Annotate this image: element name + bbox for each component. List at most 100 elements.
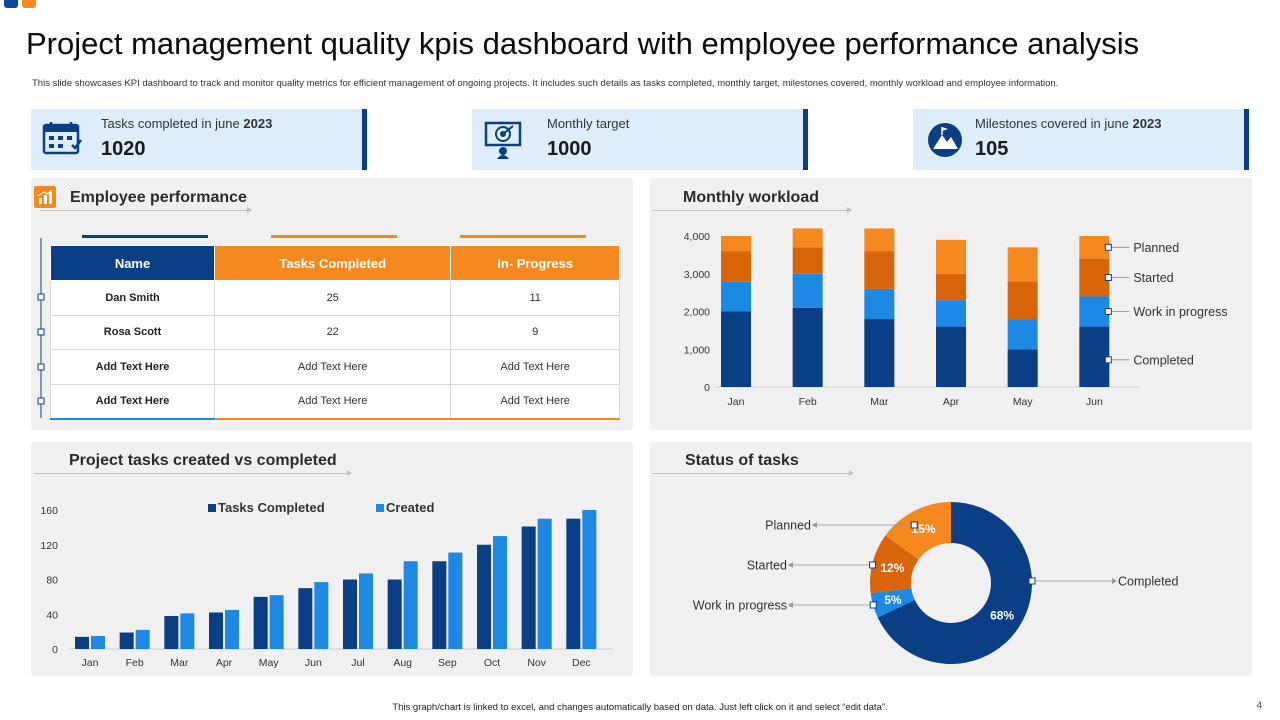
bar-completed-apr	[936, 326, 966, 387]
bar-tasks-completed-oct	[477, 544, 491, 649]
bar-work-in-progress-apr	[936, 300, 966, 327]
panel-title-underline	[652, 207, 852, 213]
x-tick-label: Jun	[305, 657, 322, 669]
table-row: Dan Smith 25 11	[49, 280, 620, 316]
callout-marker	[869, 601, 877, 609]
cell-in-progress: 9	[450, 314, 620, 351]
bar-tasks-completed-may	[253, 596, 268, 649]
bar-created-may	[269, 595, 284, 649]
y-tick-label: 0	[704, 382, 710, 394]
tasks-created-chart: 0 40 80 120 160 Jan Feb Mar Apr May Jun Jul Aug Sep Oc…	[40, 500, 613, 669]
bar-completed-feb	[792, 307, 823, 387]
calendar-tasks-icon	[42, 122, 82, 155]
bar-created-dec	[582, 510, 597, 649]
x-tick-label: Jun	[1086, 396, 1103, 408]
kpi-milestones-label: Milestones covered in june 2023	[975, 116, 1162, 131]
bar-tasks-completed-dec	[566, 518, 581, 649]
slice-planned	[885, 502, 951, 560]
y-tick-label: 2,000	[684, 307, 710, 319]
column-header-in-progress: In- Progress	[450, 245, 620, 281]
cell-tasks-completed: Add Text Here	[214, 349, 452, 385]
cell-name: Add Text Here	[49, 383, 216, 420]
monthly-workload-chart: 0 1,000 2,000 3,000 4,000 Jan Feb Mar Apr May Jun C…	[684, 228, 1228, 408]
x-tick-label: Mar	[170, 657, 189, 669]
footer-note: This graph/chart is linked to excel, and…	[392, 702, 888, 713]
bar-started-jun	[1079, 258, 1110, 297]
mountain-flag-icon	[928, 123, 962, 157]
slice-label-work-in-progress: 5%	[884, 593, 902, 607]
bar-completed-jan	[721, 311, 751, 387]
table-decoration	[37, 235, 586, 418]
bar-planned-may	[1007, 247, 1038, 282]
bar-planned-jan	[721, 236, 751, 252]
page-title: Project management quality kpis dashboar…	[26, 26, 1140, 61]
bar-tasks-completed-mar	[164, 615, 179, 649]
legend-marker	[1104, 274, 1112, 282]
slice-work-in-progress	[870, 588, 915, 618]
status-tasks-title: Status of tasks	[685, 452, 799, 469]
x-tick-label: May	[1013, 396, 1034, 408]
bar-tasks-completed-aug	[387, 579, 402, 649]
legend-swatch-tasks-completed	[208, 504, 216, 512]
x-tick-label: Mar	[870, 396, 889, 408]
bar-created-jul	[359, 573, 373, 649]
cell-tasks-completed: Add Text Here	[214, 383, 452, 420]
slice-label-completed: 68%	[990, 608, 1014, 622]
x-tick-label: Jan	[82, 657, 99, 669]
callout-arrow	[788, 562, 793, 568]
cell-name: Add Text Here	[49, 349, 216, 385]
bar-tasks-completed-nov	[521, 526, 536, 649]
kpi-card-milestones: Milestones covered in june 2023 105	[913, 109, 1249, 170]
bar-completed-may	[1007, 349, 1038, 387]
callout-marker	[910, 521, 918, 529]
x-tick-label: Dec	[572, 657, 591, 669]
bar-tasks-completed-jun	[298, 588, 313, 649]
bar-tasks-completed-sep	[432, 561, 447, 649]
kpi-card-tasks: Tasks completed in june 2023 1020	[31, 109, 367, 170]
bar-started-mar	[864, 251, 895, 289]
x-tick-label: May	[259, 657, 280, 669]
table-row: Add Text Here Add Text Here Add Text Her…	[49, 349, 620, 385]
cell-in-progress: Add Text Here	[450, 349, 620, 385]
kpi-target-value: 1000	[547, 138, 592, 160]
panel-title-underline	[652, 470, 854, 476]
bar-created-nov	[537, 518, 552, 649]
x-tick-label: Oct	[484, 657, 500, 669]
slice-completed	[877, 502, 1032, 664]
x-tick-label: Feb	[799, 396, 817, 408]
column-header-name: Name	[49, 245, 216, 281]
bar-created-apr	[225, 609, 239, 649]
callout-label-work-in-progress: Work in progress	[693, 599, 787, 613]
page-subtitle: This slide showcases KPI dashboard to tr…	[32, 78, 1059, 89]
corner-accent-navy	[4, 0, 18, 8]
kpi-tasks-value: 1020	[101, 138, 146, 160]
bar-created-sep	[448, 552, 463, 649]
bar-tasks-completed-jan	[75, 636, 89, 649]
bar-work-in-progress-mar	[864, 288, 895, 320]
bar-work-in-progress-feb	[792, 273, 823, 308]
bar-planned-mar	[864, 228, 895, 252]
kpi-card-accent	[1244, 109, 1249, 170]
panel-title-underline	[34, 470, 352, 476]
slice-started	[870, 535, 919, 594]
bar-work-in-progress-jan	[721, 281, 751, 312]
x-tick-label: Apr	[216, 657, 233, 669]
x-tick-label: Jan	[728, 396, 745, 408]
kpi-card-accent	[362, 109, 367, 170]
x-tick-label: Sep	[438, 657, 457, 669]
kpi-target-label: Monthly target	[547, 116, 630, 131]
x-tick-label: Apr	[943, 396, 960, 408]
employee-performance-title: Employee performance	[70, 189, 247, 206]
column-header-tasks-completed: Tasks Completed	[214, 245, 452, 281]
bar-work-in-progress-may	[1007, 319, 1038, 350]
y-tick-label: 1,000	[684, 344, 710, 356]
bar-created-jan	[91, 635, 105, 649]
cell-tasks-completed: 22	[214, 314, 452, 351]
legend-label-work-in-progress: Work in progress	[1133, 305, 1227, 319]
tasks-created-title: Project tasks created vs completed	[69, 452, 337, 469]
bar-completed-jun	[1079, 326, 1110, 387]
bar-created-jun	[314, 582, 329, 649]
bar-started-apr	[936, 273, 966, 301]
kpi-card-accent	[803, 109, 808, 170]
callout-label-started: Started	[747, 559, 787, 573]
